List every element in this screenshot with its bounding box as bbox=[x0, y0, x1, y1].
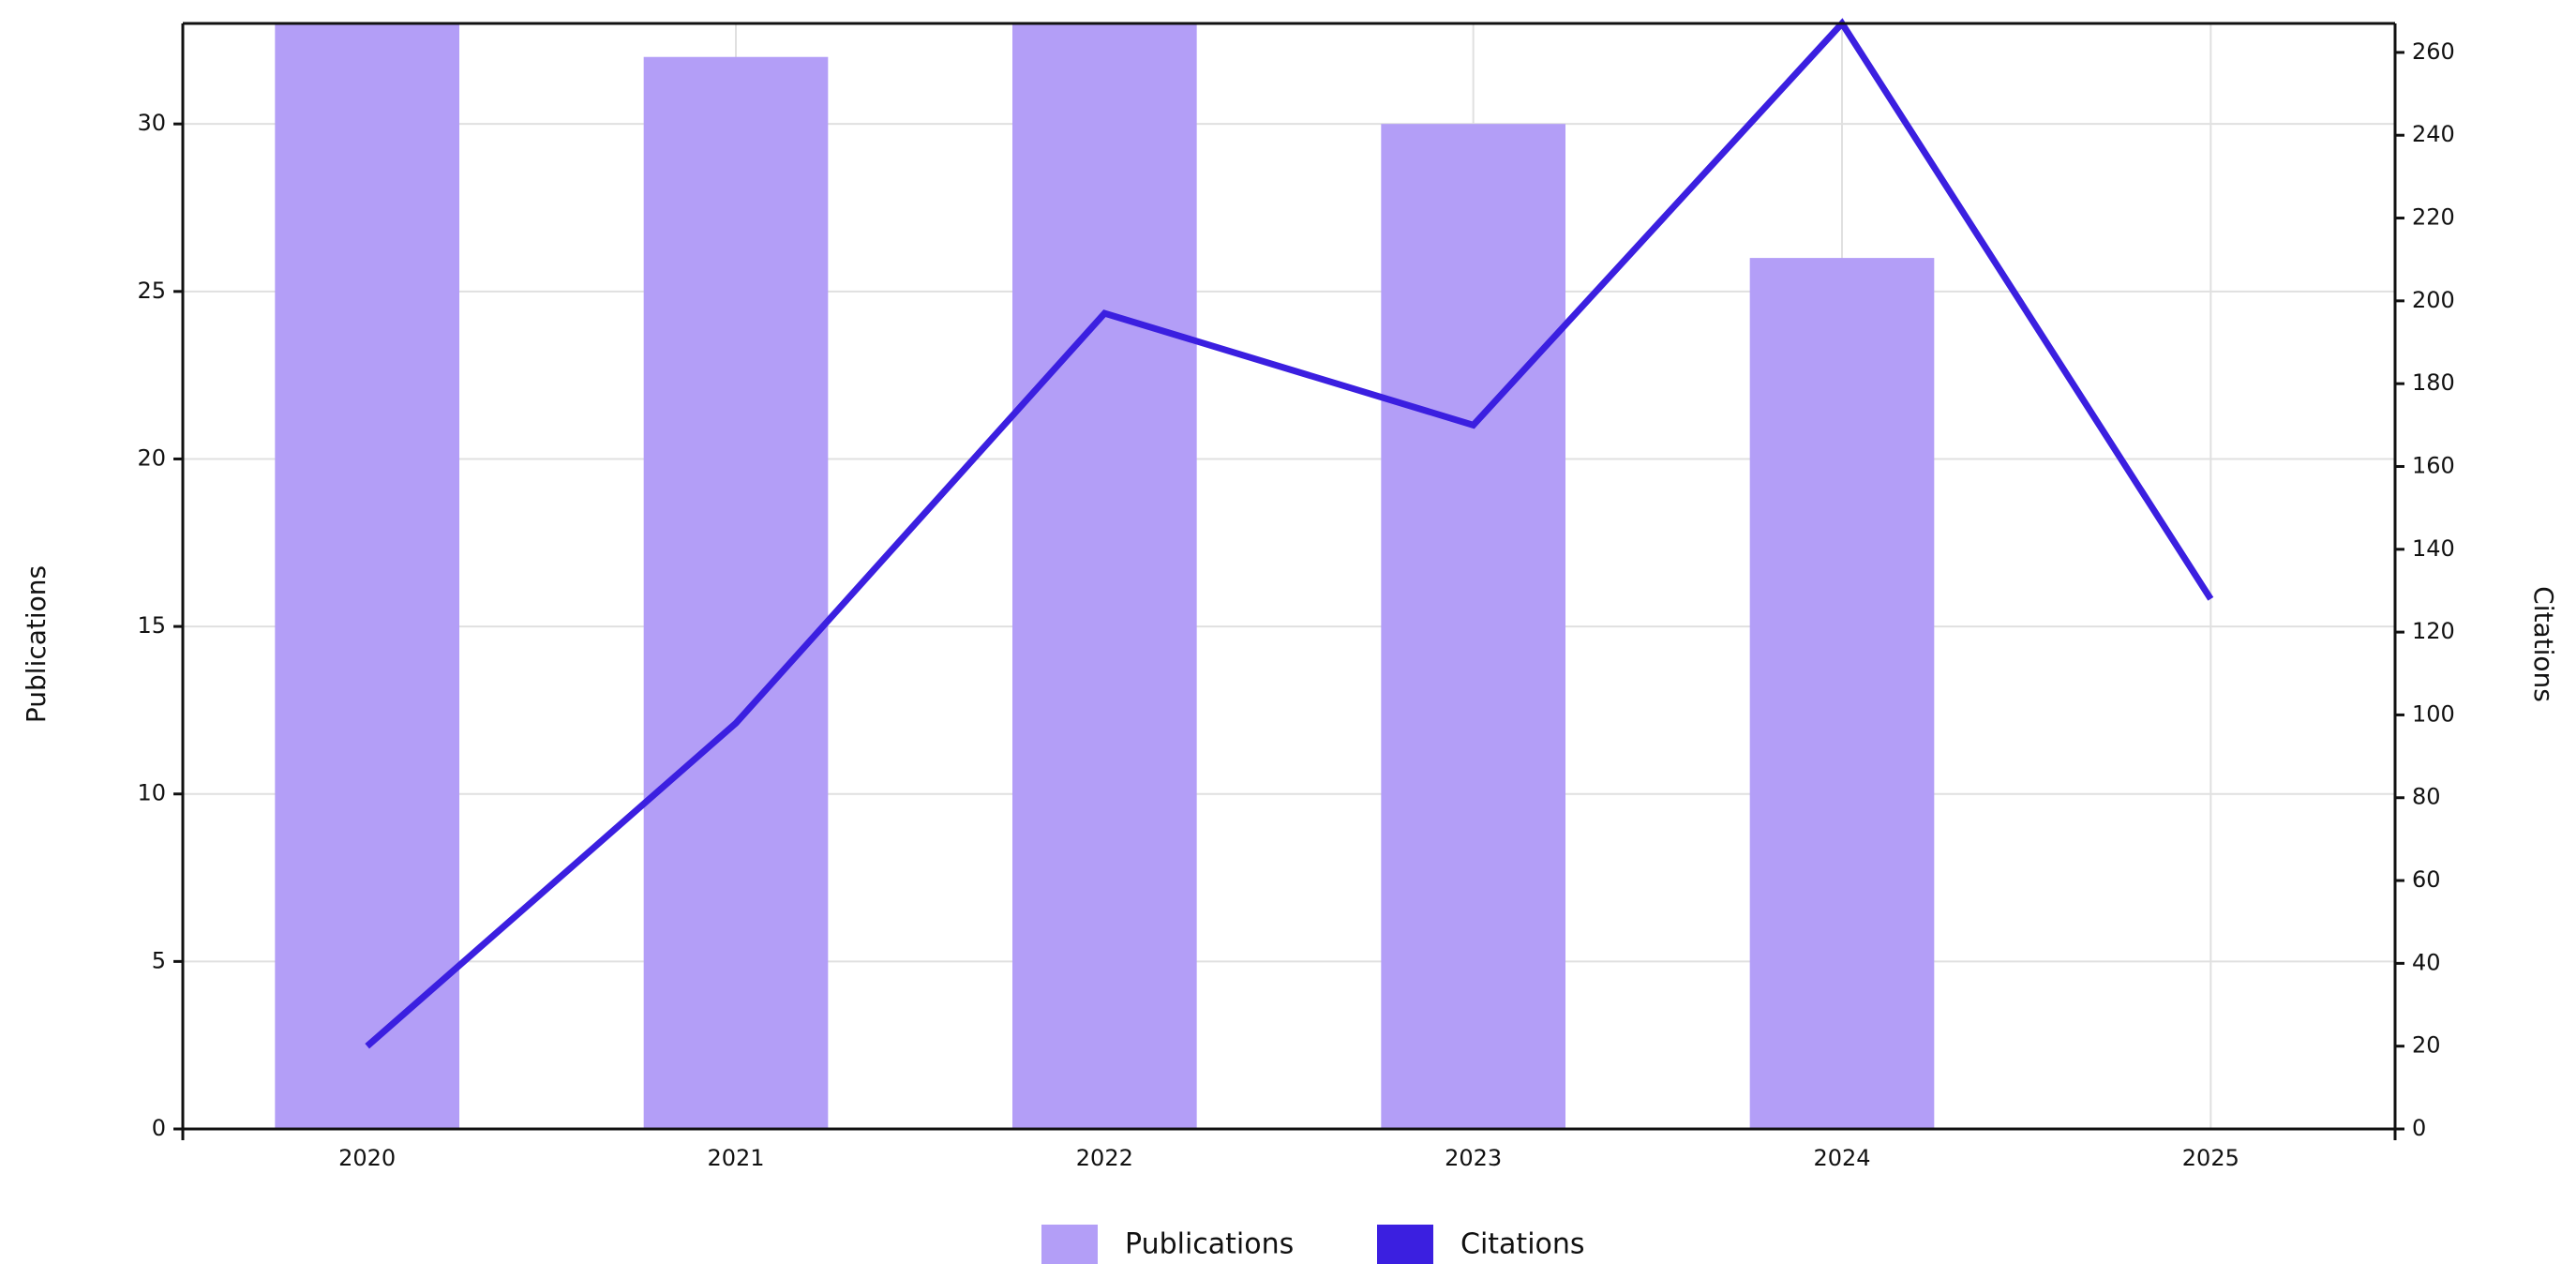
y2-tick-label: 20 bbox=[2412, 1032, 2441, 1059]
x-tick-label: 2023 bbox=[1445, 1145, 1502, 1171]
legend-label: Publications bbox=[1125, 1228, 1294, 1261]
y-tick-label: 10 bbox=[137, 780, 166, 806]
x-tick-label: 2020 bbox=[338, 1145, 396, 1171]
y2-tick-label: 100 bbox=[2412, 700, 2455, 727]
x-tick-label: 2021 bbox=[707, 1145, 764, 1171]
y2-tick-label: 180 bbox=[2412, 369, 2455, 396]
legend-swatch bbox=[1377, 1225, 1433, 1264]
y-tick-label: 20 bbox=[137, 444, 166, 471]
bar bbox=[1381, 124, 1565, 1129]
y2-tick-label: 80 bbox=[2412, 784, 2441, 810]
y-tick-label: 15 bbox=[137, 612, 166, 639]
y2-tick-label: 120 bbox=[2412, 618, 2455, 644]
legend-swatch bbox=[1041, 1225, 1098, 1264]
y2-tick-label: 40 bbox=[2412, 949, 2441, 975]
y2-tick-label: 0 bbox=[2412, 1115, 2426, 1141]
bar bbox=[1012, 23, 1197, 1129]
y-axis-title: Publications bbox=[21, 565, 52, 723]
line bbox=[365, 18, 2214, 1049]
y2-axis-title: Citations bbox=[2528, 586, 2559, 702]
x-tick-label: 2024 bbox=[1813, 1145, 1870, 1171]
y2-tick-label: 200 bbox=[2412, 287, 2455, 313]
x-tick-label: 2025 bbox=[2182, 1145, 2239, 1171]
y-tick-label: 5 bbox=[152, 947, 166, 973]
bar bbox=[275, 23, 459, 1129]
x-tick-label: 2022 bbox=[1076, 1145, 1133, 1171]
y2-tick-label: 220 bbox=[2412, 204, 2455, 231]
y2-tick-label: 140 bbox=[2412, 535, 2455, 562]
y2-tick-label: 260 bbox=[2412, 38, 2455, 65]
y2-tick-label: 160 bbox=[2412, 452, 2455, 478]
y-tick-label: 0 bbox=[152, 1115, 166, 1141]
plot-area bbox=[275, 23, 1935, 1129]
y2-tick-label: 240 bbox=[2412, 121, 2455, 147]
legend-label: Citations bbox=[1460, 1228, 1585, 1261]
bar bbox=[1749, 258, 1935, 1129]
y-tick-label: 25 bbox=[137, 278, 166, 304]
y-tick-label: 30 bbox=[137, 110, 166, 136]
bar bbox=[643, 56, 829, 1129]
y2-tick-label: 60 bbox=[2412, 866, 2441, 893]
